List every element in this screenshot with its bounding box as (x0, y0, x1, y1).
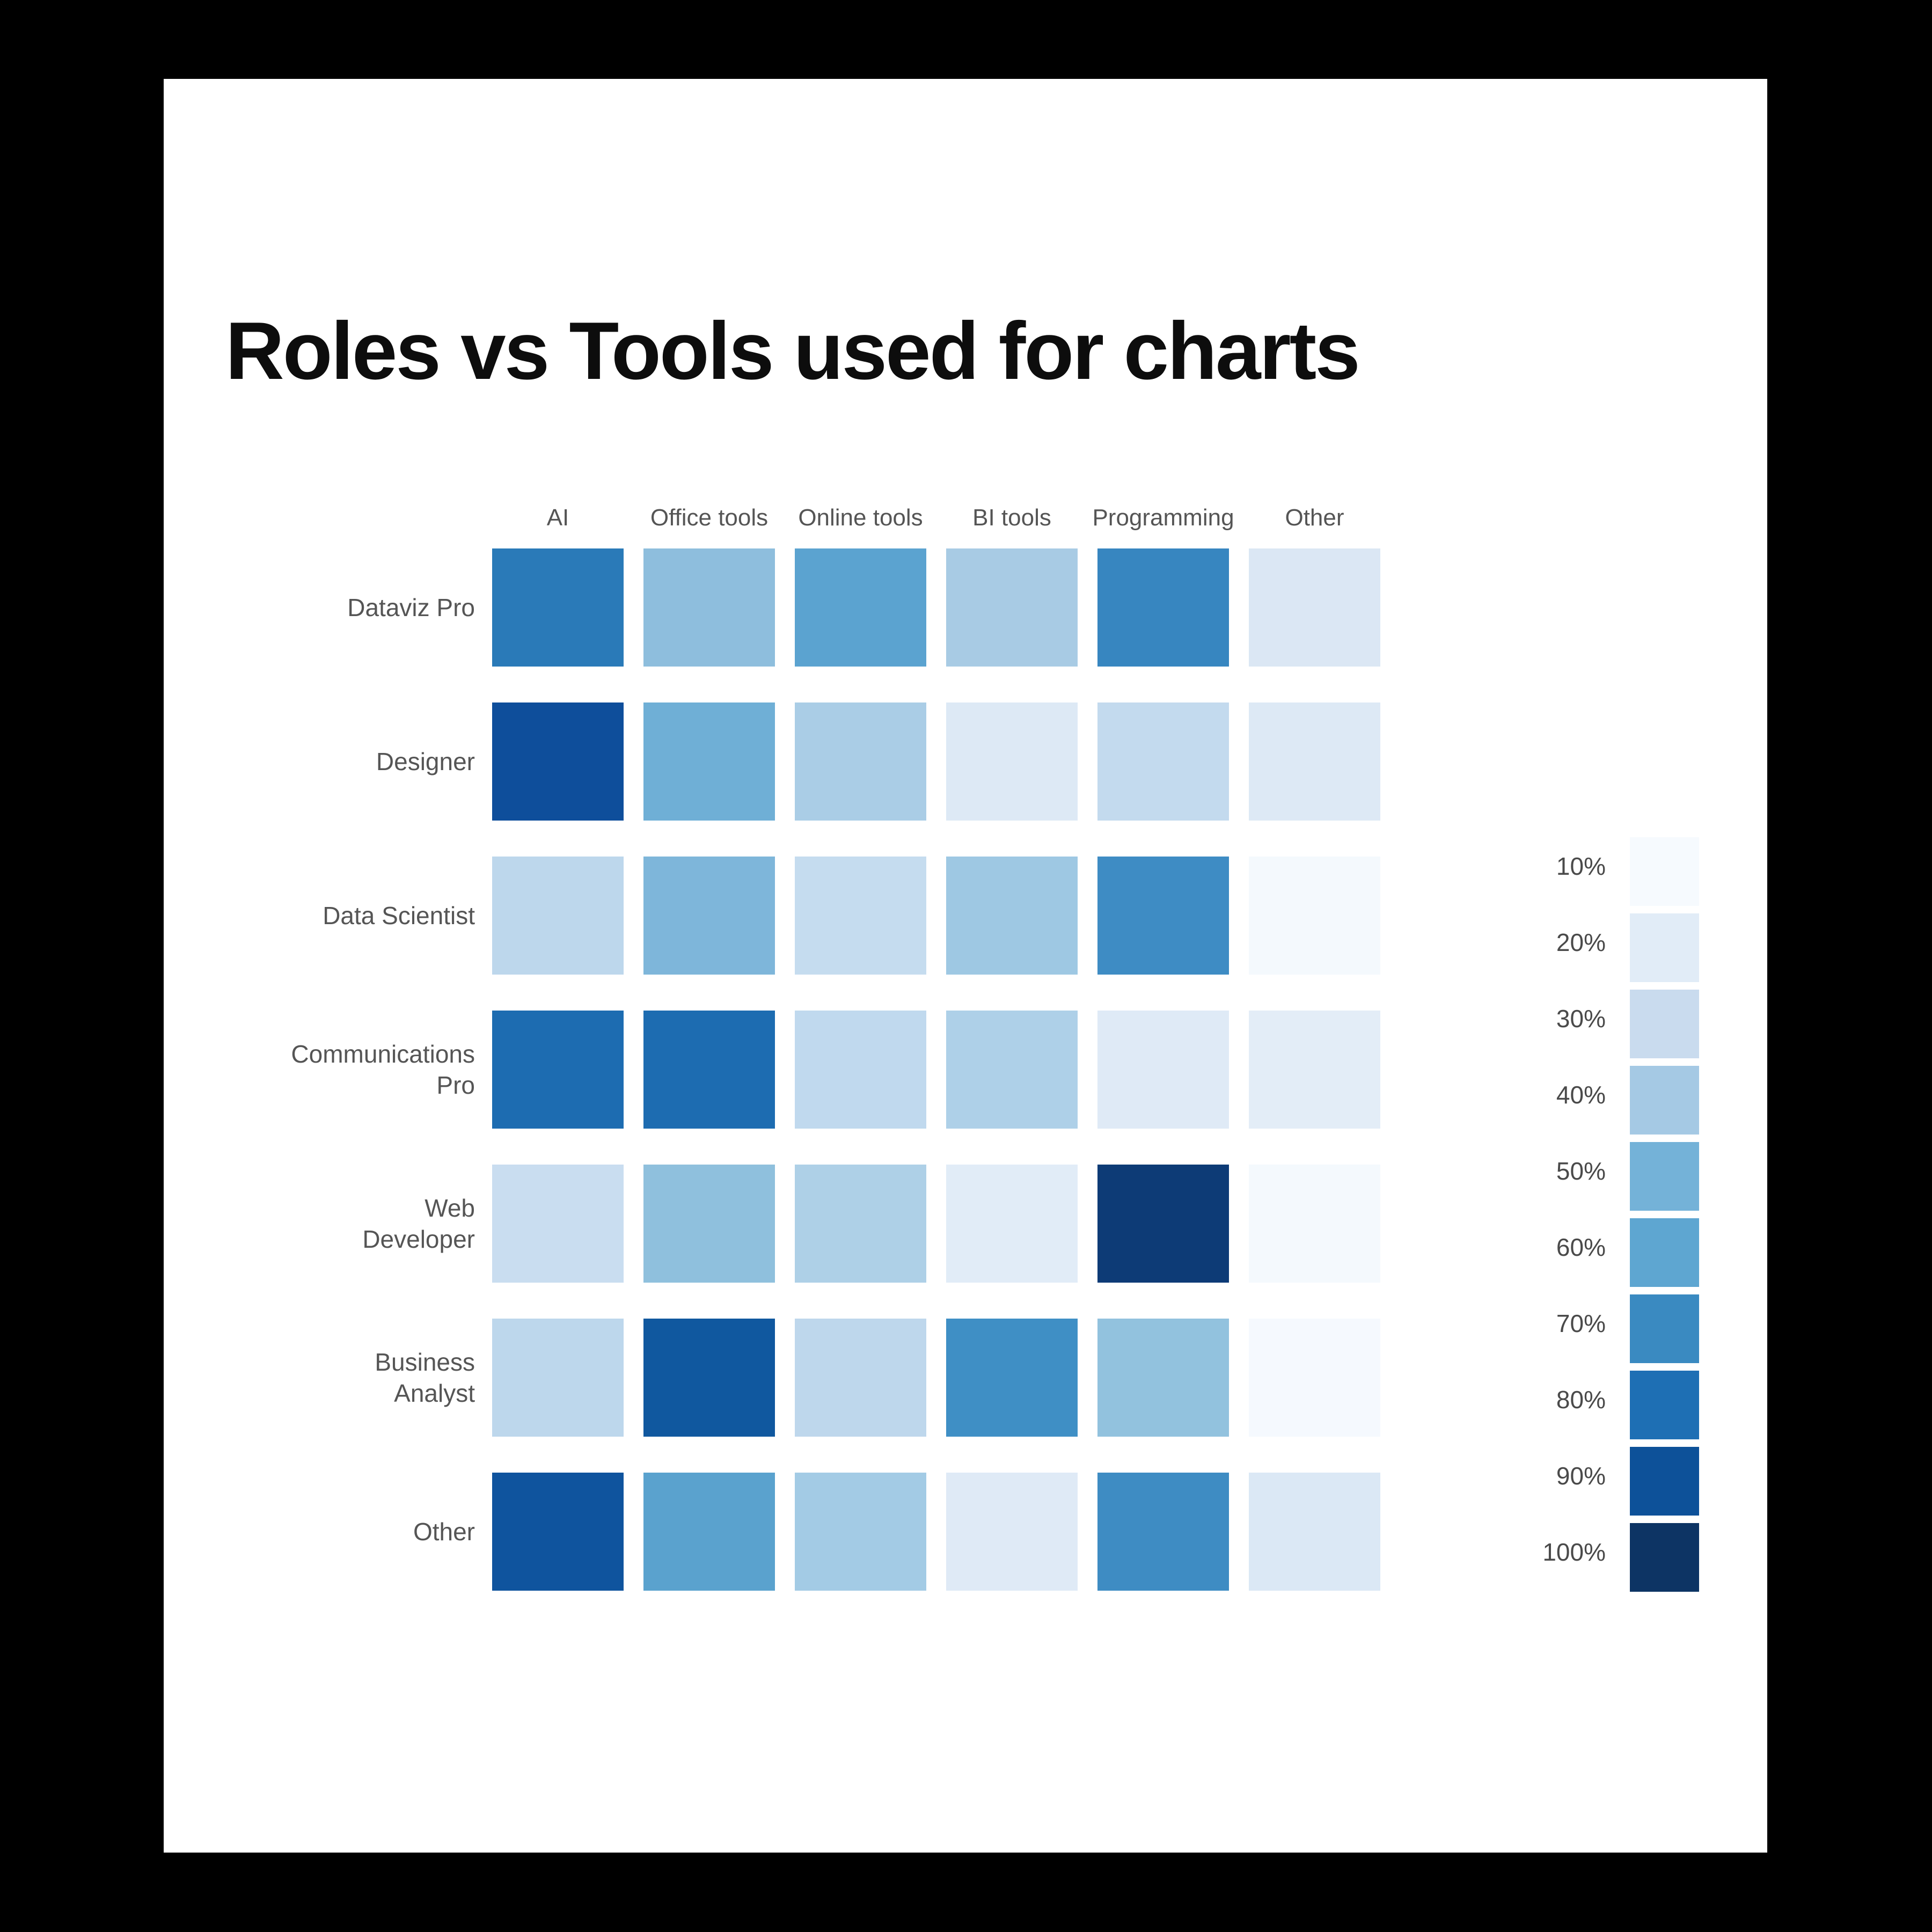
legend-swatch-100% (1630, 1523, 1699, 1592)
heatmap-cell[interactable] (795, 548, 926, 667)
heatmap-cell[interactable] (795, 857, 926, 975)
legend-swatch-70% (1630, 1294, 1699, 1363)
column-header-2: Online tools (798, 504, 923, 531)
legend-swatch-90% (1630, 1447, 1699, 1516)
heatmap-cell[interactable] (795, 1473, 926, 1591)
heatmap-cell[interactable] (1097, 1473, 1229, 1591)
column-header-1: Office tools (650, 504, 769, 531)
heatmap-cell[interactable] (1097, 548, 1229, 667)
heatmap-cell[interactable] (946, 1011, 1078, 1129)
row-label-5: Business Analyst (375, 1348, 475, 1407)
heatmap-cell[interactable] (1249, 1011, 1380, 1129)
legend-swatch-30% (1630, 990, 1699, 1058)
column-header-0: AI (546, 504, 569, 531)
heatmap-cell[interactable] (492, 1473, 624, 1591)
heatmap-cell[interactable] (643, 702, 775, 821)
heatmap-cell[interactable] (946, 548, 1078, 667)
heatmap-cell[interactable] (492, 1319, 624, 1437)
heatmap-cell[interactable] (643, 1473, 775, 1591)
row-label-6: Other (413, 1518, 475, 1546)
heatmap-cell[interactable] (795, 1319, 926, 1437)
heatmap-cell[interactable] (643, 1011, 775, 1129)
heatmap-cell[interactable] (946, 702, 1078, 821)
legend-swatch-40% (1630, 1066, 1699, 1135)
heatmap-cell[interactable] (492, 548, 624, 667)
legend-swatch-20% (1630, 913, 1699, 982)
legend-label-100%: 100% (1542, 1538, 1606, 1566)
legend-label-90%: 90% (1556, 1462, 1606, 1490)
heatmap-cell[interactable] (795, 702, 926, 821)
heatmap-cell[interactable] (795, 1165, 926, 1283)
heatmap-cell[interactable] (946, 1473, 1078, 1591)
legend-swatch-10% (1630, 837, 1699, 906)
heatmap-cell[interactable] (492, 702, 624, 821)
row-label-4: Web Developer (362, 1194, 475, 1253)
heatmap-cell[interactable] (1249, 702, 1380, 821)
column-header-4: Programming (1092, 504, 1234, 531)
heatmap-cell[interactable] (946, 1165, 1078, 1283)
chart-page: Roles vs Tools used for charts AI Office … (164, 79, 1767, 1853)
legend-label-20%: 20% (1556, 928, 1606, 956)
heatmap-cell[interactable] (795, 1011, 926, 1129)
legend-label-80%: 80% (1556, 1386, 1606, 1414)
legend-label-50%: 50% (1556, 1157, 1606, 1185)
heatmap-cell[interactable] (1097, 1319, 1229, 1437)
heatmap-cell[interactable] (643, 1319, 775, 1437)
row-label-1: Designer (376, 748, 475, 775)
legend-label-30%: 30% (1556, 1005, 1606, 1033)
heatmap-cell[interactable] (492, 1011, 624, 1129)
heatmap-cell[interactable] (643, 857, 775, 975)
legend-label-70%: 70% (1556, 1309, 1606, 1337)
legend-swatch-60% (1630, 1218, 1699, 1287)
row-label-2: Data Scientist (323, 902, 475, 930)
chart-title: Roles vs Tools used for charts (225, 305, 1360, 397)
column-header-3: BI tools (972, 504, 1051, 531)
heatmap-cell[interactable] (1249, 1473, 1380, 1591)
heatmap-cell[interactable] (1249, 548, 1380, 667)
heatmap-cell[interactable] (492, 857, 624, 975)
heatmap-cell[interactable] (1249, 857, 1380, 975)
legend-label-10%: 10% (1556, 852, 1606, 880)
heatmap-cell[interactable] (1097, 702, 1229, 821)
heatmap-cell[interactable] (492, 1165, 624, 1283)
heatmap-cell[interactable] (1097, 1011, 1229, 1129)
heatmap-cell[interactable] (1249, 1319, 1380, 1437)
legend-label-40%: 40% (1556, 1081, 1606, 1109)
heatmap-cell[interactable] (1249, 1165, 1380, 1283)
heatmap-cell[interactable] (643, 1165, 775, 1283)
heatmap-cell[interactable] (1097, 857, 1229, 975)
column-header-5: Other (1285, 504, 1344, 531)
legend-swatch-80% (1630, 1371, 1699, 1439)
heatmap-cell[interactable] (946, 1319, 1078, 1437)
legend-label-60%: 60% (1556, 1233, 1606, 1261)
heatmap-cell[interactable] (1097, 1165, 1229, 1283)
row-label-3: Communications Pro (291, 1040, 475, 1099)
heatmap-cell[interactable] (946, 857, 1078, 975)
legend-swatch-50% (1630, 1142, 1699, 1211)
row-label-0: Dataviz Pro (347, 594, 475, 621)
heatmap-cell[interactable] (643, 548, 775, 667)
